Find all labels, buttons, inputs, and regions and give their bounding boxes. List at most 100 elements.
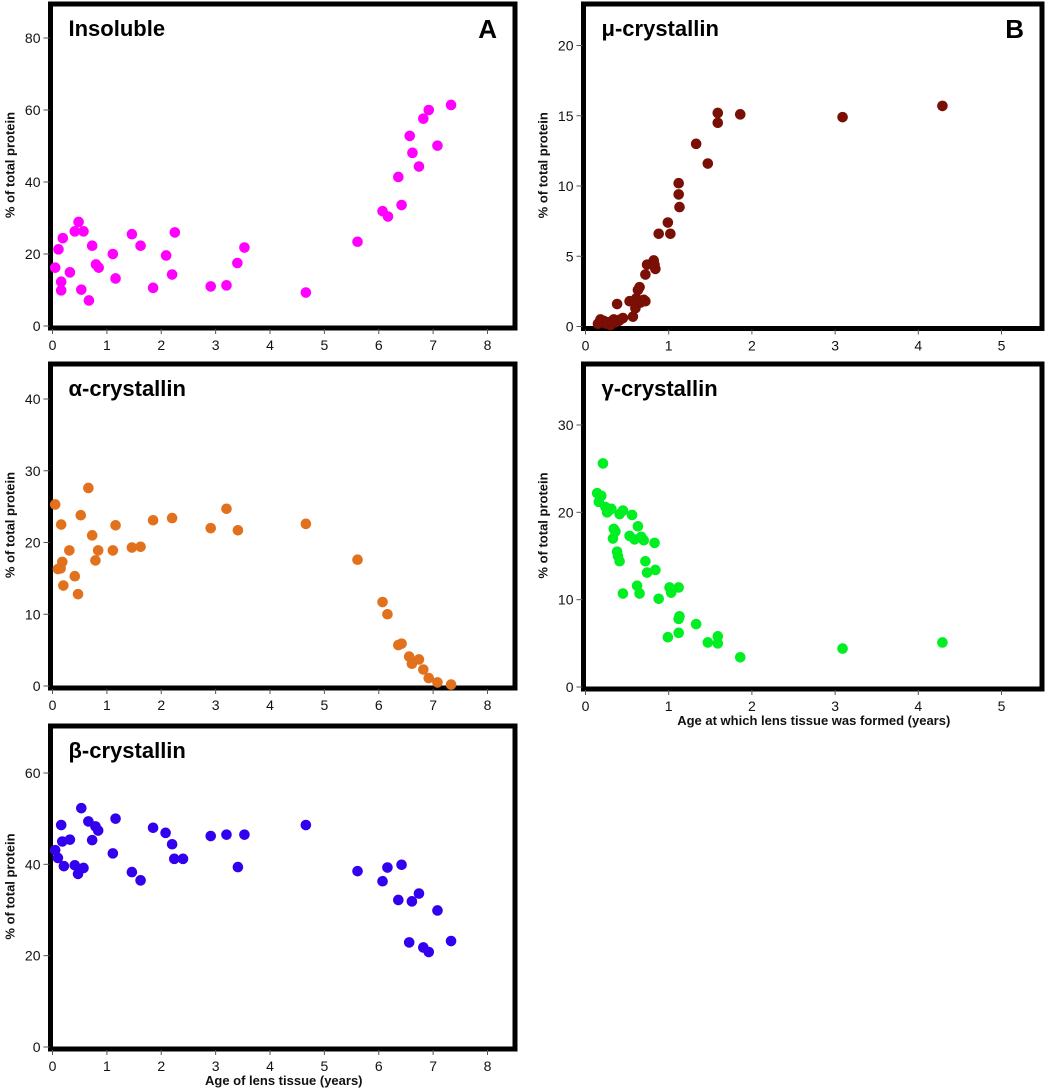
data-point [110,813,121,824]
data-point [232,257,243,269]
data-point [58,860,70,872]
data-point [160,250,172,261]
data-point [57,232,69,244]
data-point [407,147,418,159]
x-tick-label: 8 [484,697,492,713]
x-tick-label: 4 [266,1058,274,1074]
data-point [632,521,644,532]
data-point [423,104,435,116]
data-point [232,525,244,536]
x-axis-title: Age of lens tissue (years) [205,1073,363,1088]
data-point [382,211,394,222]
x-tick-label: 4 [266,697,274,713]
x-tick-label: 3 [831,338,839,354]
data-point [107,545,119,556]
y-tick-label: 15 [558,108,574,124]
data-point [665,587,677,598]
data-point [147,514,159,526]
data-point [413,888,425,899]
data-point [126,866,138,878]
data-point [640,555,651,567]
data-point [205,281,217,292]
data-point [393,894,404,906]
data-point [837,643,848,654]
data-point [126,542,138,553]
x-tick-label: 5 [320,337,328,353]
x-tick-label: 0 [582,698,590,714]
y-axis-title: % of total protein [3,833,18,939]
data-point [662,217,674,228]
data-point [377,875,388,887]
data-point [135,240,146,252]
y-tick-label: 60 [25,102,41,118]
x-tick-label: 4 [914,338,922,354]
data-point [83,295,95,306]
x-tick-label: 0 [49,337,57,353]
data-point [627,311,639,322]
data-point [300,819,312,831]
data-point [49,262,61,273]
x-tick-label: 3 [212,697,220,713]
x-tick-label: 6 [375,1058,383,1074]
data-point [673,177,684,189]
y-tick-label: 5 [566,248,574,264]
panel-beta: 0 20 40 60 0 1 2 3 4 5 6 7 8 % of total protein Age of… [3,723,518,1088]
data-point [58,580,69,591]
x-tick-label: 3 [212,337,220,353]
data-point [641,567,653,578]
data-point [690,618,702,630]
data-point [712,117,724,129]
plot-frame [48,723,518,1052]
data-point [702,637,714,648]
data-point [78,226,89,237]
x-tick-label: 4 [266,337,274,353]
data-point [205,522,217,534]
panel-insoluble: 0 20 40 60 80 0 1 2 3 4 5 6 7 8 % of total protein Inso… [3,1,518,353]
x-tick-label: 0 [49,1058,57,1074]
data-point [393,171,404,183]
y-tick-label: 20 [25,948,41,964]
data-point [239,829,250,840]
data-point [126,228,138,240]
y-tick-label: 10 [25,606,41,622]
panel-mu: 0 5 10 15 20 0 1 2 3 4 5 % of total protein μ-crysta… [536,1,1045,354]
data-point [650,263,661,275]
data-point [674,201,685,213]
data-point [64,545,75,556]
data-point [86,530,98,541]
data-point [107,848,119,859]
data-point [83,482,94,494]
x-tick-label: 5 [320,697,328,713]
x-axis-title: Age at which lens tissue was formed (yea… [677,713,950,728]
x-tick-label: 1 [103,337,111,353]
data-point [445,679,457,690]
data-point [702,158,714,169]
data-point [160,827,171,839]
data-point [665,228,676,240]
y-tick-label: 0 [33,318,41,334]
data-point [52,852,64,864]
y-tick-label: 20 [558,504,574,520]
data-point [413,161,425,172]
panel-gamma: 0 10 20 30 0 1 2 3 4 5 % of total protein Age at wh… [536,361,1045,728]
data-point [937,100,948,112]
x-tick-label: 0 [582,338,590,354]
data-point [147,822,159,834]
data-point [55,276,67,288]
x-tick-label: 3 [212,1058,220,1074]
data-point [653,228,665,240]
y-tick-label: 20 [25,535,41,551]
data-point [712,107,724,119]
data-point [382,862,393,873]
x-tick-label: 2 [748,698,756,714]
panel-title: α-crystallin [69,376,186,401]
y-tick-label: 30 [25,463,41,479]
data-point [734,652,746,663]
x-tick-label: 7 [429,697,437,713]
x-tick-label: 1 [103,697,111,713]
data-point [78,862,89,874]
data-point [640,269,651,280]
data-point [69,226,81,237]
x-tick-label: 4 [914,698,922,714]
